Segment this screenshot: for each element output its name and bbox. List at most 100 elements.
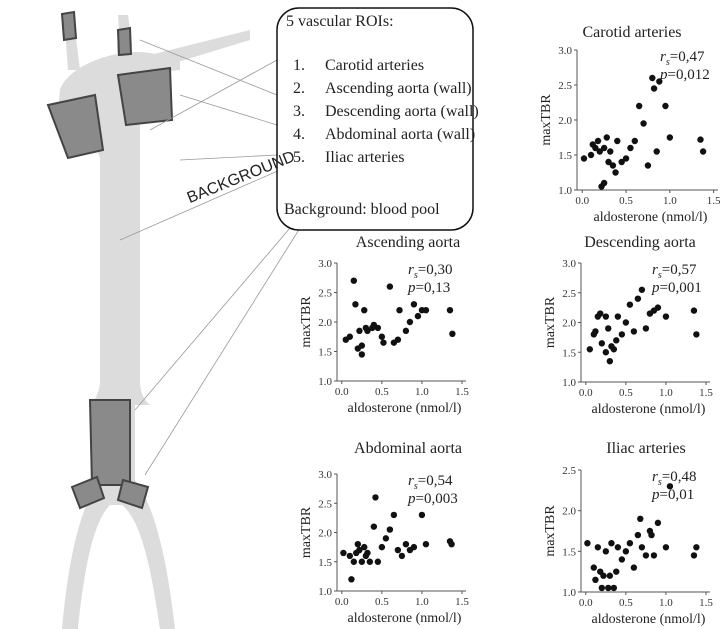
x-axis-label: aldosterone (nmol/l) [592, 612, 706, 627]
y-tick-label: 2.0 [318, 317, 332, 329]
data-point [354, 541, 362, 548]
data-point [356, 327, 363, 335]
stat-r: rs=0,47 [660, 49, 705, 68]
data-point [610, 346, 618, 353]
data-point [654, 304, 662, 311]
r-symbol: r [652, 262, 658, 278]
data-point [592, 328, 599, 335]
data-point [394, 336, 402, 343]
data-point [634, 531, 642, 539]
data-point [614, 313, 622, 320]
x-tick-label: 0.5 [619, 597, 633, 609]
data-point [358, 351, 366, 358]
y-axis-label: maxTBR [543, 505, 558, 557]
data-point [602, 349, 610, 356]
data-point [699, 148, 707, 155]
data-point [366, 558, 374, 565]
stat-p: p=0,003 [407, 491, 458, 507]
data-point [590, 564, 598, 571]
y-axis-label: maxTBR [299, 296, 314, 348]
data-point [600, 144, 608, 152]
y-tick-label: 1.0 [558, 185, 572, 197]
y-tick-label: 2.5 [558, 80, 572, 92]
data-point [642, 552, 650, 559]
data-point [650, 85, 658, 92]
data-point [594, 544, 602, 551]
y-tick-label: 1.0 [318, 586, 332, 598]
data-point [350, 277, 358, 284]
data-point [414, 312, 422, 320]
stat-p: p=0,13 [407, 280, 450, 296]
x-tick-label: 0.0 [335, 596, 349, 608]
x-tick-label: 1.5 [455, 386, 469, 398]
data-point [364, 549, 371, 557]
chart-title: Descending aorta [584, 234, 696, 251]
data-point [422, 541, 430, 548]
data-point [637, 515, 644, 522]
x-tick-label: 1.0 [659, 597, 673, 609]
data-point [630, 328, 638, 335]
data-point [356, 546, 363, 554]
data-point [352, 301, 359, 308]
data-point [410, 543, 418, 551]
data-point [614, 137, 621, 145]
data-point [358, 342, 366, 349]
data-point [402, 327, 410, 335]
data-point [598, 340, 606, 347]
roi-label: Carotid arteries [325, 57, 424, 74]
chart-title: Ascending aorta [356, 234, 460, 251]
y-tick-label: 2.5 [318, 288, 332, 300]
y-axis-label: maxTBR [299, 506, 314, 558]
p-value: =0,001 [660, 280, 702, 296]
r-value: =0,48 [662, 469, 697, 485]
data-point [380, 339, 387, 346]
y-tick-label: 1.5 [562, 546, 576, 558]
data-point [596, 148, 603, 155]
data-point [653, 148, 660, 155]
r-subscript: s [658, 477, 662, 488]
x-tick-label: 1.0 [663, 195, 677, 207]
x-tick-label: 1.5 [699, 387, 713, 399]
x-axis-label: aldosterone (nmol/l) [348, 401, 462, 416]
x-tick-label: 0.0 [579, 597, 593, 609]
x-axis-label: aldosterone (nmol/l) [594, 210, 708, 225]
data-point [607, 148, 614, 155]
data-point [592, 576, 599, 583]
x-tick-label: 0.0 [579, 387, 593, 399]
data-point [374, 324, 382, 332]
data-point [627, 144, 634, 152]
data-point [603, 134, 610, 141]
data-point [418, 511, 426, 519]
y-tick-label: 2.5 [562, 465, 576, 477]
data-point [348, 576, 355, 583]
data-point [690, 552, 698, 559]
data-point [642, 325, 650, 332]
data-point [364, 327, 371, 335]
chart-title: Carotid arteries [582, 24, 681, 41]
y-tick-label: 2.0 [318, 528, 332, 540]
data-point [602, 548, 610, 555]
data-point [346, 552, 354, 560]
r-subscript: s [414, 270, 418, 281]
stat-r: rs=0,48 [652, 469, 696, 488]
data-point [605, 158, 612, 166]
data-point [690, 307, 698, 314]
data-point [394, 546, 402, 554]
r-value: =0,30 [418, 262, 453, 278]
data-point [609, 162, 617, 169]
data-point [656, 78, 663, 85]
data-point [618, 158, 625, 166]
p-symbol: p [407, 491, 416, 507]
data-point [594, 137, 602, 145]
data-point [610, 584, 618, 592]
data-point [382, 535, 390, 542]
data-point [613, 337, 620, 344]
y-tick-label: 2.5 [562, 288, 576, 300]
x-tick-label: 1.0 [415, 596, 429, 608]
stat-r: rs=0,57 [652, 262, 697, 281]
x-tick-label: 0.5 [619, 195, 633, 207]
data-point [697, 136, 704, 143]
data-point [662, 313, 670, 320]
x-tick-label: 1.5 [455, 596, 469, 608]
